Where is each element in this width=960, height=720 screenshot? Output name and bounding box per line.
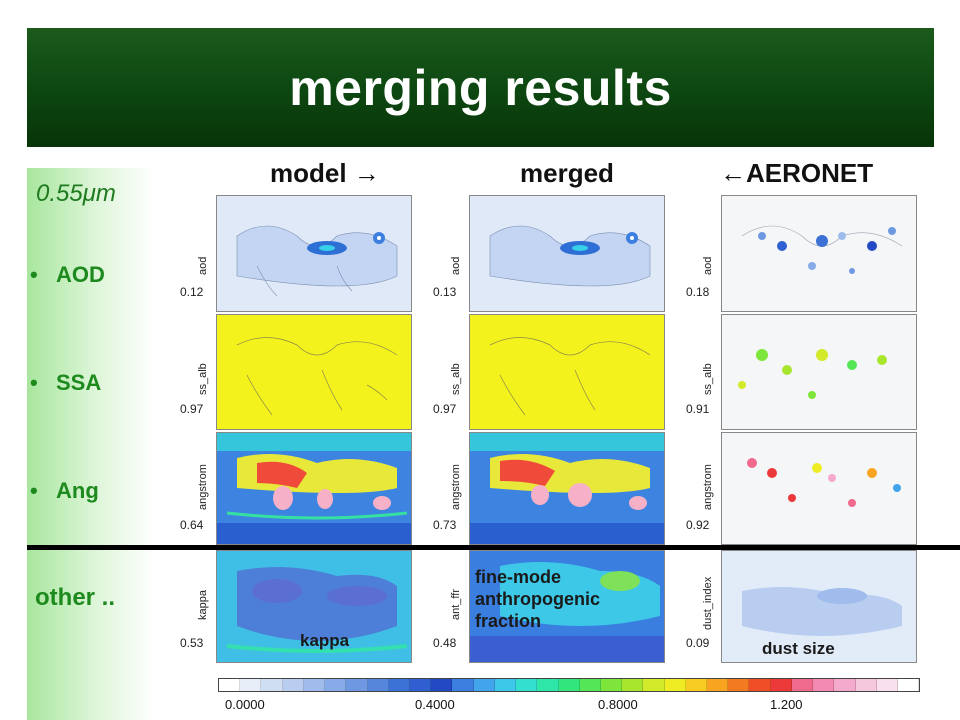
- row-label-dust-index: dust_index: [702, 576, 714, 630]
- map-merged-antffr: [469, 550, 665, 663]
- colorbar-swatch: [643, 679, 665, 691]
- min-value: 0.53: [180, 636, 204, 650]
- colorbar-swatch: [685, 679, 708, 691]
- colorbar-tick: 0.8000: [598, 697, 638, 712]
- slide-title: merging results: [289, 59, 672, 116]
- row-label-ssa-aeronet: ss_alb: [702, 363, 714, 395]
- colorbar-swatch: [409, 679, 432, 691]
- colorbar: [218, 678, 920, 692]
- note-dust-size: dust size: [762, 639, 835, 658]
- colorbar-swatch: [834, 679, 856, 691]
- colorbar-swatch: [813, 679, 835, 691]
- colorbar-swatch: [346, 679, 368, 691]
- colorbar-swatch: [303, 679, 326, 691]
- min-value: 0.73: [433, 518, 457, 532]
- map-aeronet-ang: [721, 432, 917, 545]
- divider-line: [27, 545, 960, 550]
- other-label: other ..: [35, 584, 116, 611]
- map-model-ssa: [216, 314, 412, 430]
- colorbar-swatch: [219, 679, 241, 691]
- colorbar-swatch: [452, 679, 474, 691]
- colorbar-swatch: [325, 679, 347, 691]
- min-value: 0.64: [180, 518, 204, 532]
- column-header-model: model →: [270, 158, 380, 188]
- map-model-ang: [216, 432, 412, 545]
- row-label-ang-merged: angstrom: [450, 464, 462, 510]
- colorbar-swatch: [494, 679, 517, 691]
- map-aeronet-ssa: [721, 314, 917, 430]
- row-label-ssa-model: ss_alb: [197, 363, 209, 395]
- colorbar-swatch: [240, 679, 262, 691]
- colorbar-swatch: [855, 679, 877, 691]
- colorbar-swatch: [388, 679, 410, 691]
- row-label-kappa: kappa: [197, 590, 209, 620]
- bullet-ang: • Ang: [30, 478, 99, 503]
- note-line: fraction: [475, 611, 542, 631]
- colorbar-swatch: [579, 679, 601, 691]
- colorbar-tick: 1.200: [770, 697, 803, 712]
- colorbar-swatch: [537, 679, 559, 691]
- map-aeronet-dust: [721, 550, 917, 663]
- min-value: 0.12: [180, 285, 204, 299]
- colorbar-swatch: [367, 679, 389, 691]
- map-merged-ang: [469, 432, 665, 545]
- colorbar-swatch: [431, 679, 453, 691]
- colorbar-swatch: [791, 679, 814, 691]
- min-value: 0.91: [686, 402, 710, 416]
- left-panel: [27, 168, 155, 720]
- colorbar-swatch: [770, 679, 792, 691]
- colorbar-tick: 0.0000: [225, 697, 265, 712]
- map-model-aod: [216, 195, 412, 312]
- min-value: 0.97: [433, 402, 457, 416]
- column-header-merged: merged: [520, 158, 614, 188]
- wavelength-label: 0.55μm: [36, 180, 116, 207]
- map-model-kappa: [216, 550, 412, 663]
- title-bar: merging results: [27, 28, 934, 147]
- row-label-ssa-merged: ss_alb: [450, 363, 462, 395]
- colorbar-swatch: [261, 679, 283, 691]
- colorbar-swatch: [473, 679, 495, 691]
- colorbar-tick: 0.4000: [415, 697, 455, 712]
- note-line: fine-mode: [475, 567, 562, 587]
- colorbar-swatch: [600, 679, 623, 691]
- colorbar-swatch: [558, 679, 580, 691]
- row-label-ang-aeronet: angstrom: [702, 464, 714, 510]
- colorbar-swatch: [516, 679, 538, 691]
- column-header-aeronet: ←AERONET: [720, 158, 874, 188]
- min-value: 0.09: [686, 636, 710, 650]
- min-value: 0.48: [433, 636, 457, 650]
- row-label-antffr: ant_ffr: [450, 589, 462, 620]
- map-merged-ssa: [469, 314, 665, 430]
- colorbar-swatch: [622, 679, 644, 691]
- bullet-ssa: • SSA: [30, 370, 102, 395]
- row-label-aod-model: aod: [197, 256, 209, 275]
- colorbar-swatch: [749, 679, 771, 691]
- colorbar-swatch: [898, 679, 920, 691]
- colorbar-swatch: [282, 679, 304, 691]
- row-label-ang-model: angstrom: [197, 464, 209, 510]
- min-value: 0.92: [686, 518, 710, 532]
- min-value: 0.13: [433, 285, 457, 299]
- note-fine-mode: fine-mode anthropogenic fraction: [475, 566, 600, 632]
- colorbar-swatch: [664, 679, 686, 691]
- colorbar-swatch: [876, 679, 898, 691]
- colorbar-swatch: [707, 679, 729, 691]
- note-line: anthropogenic: [475, 589, 600, 609]
- note-kappa: kappa: [300, 631, 350, 650]
- bullet-aod: • AOD: [30, 262, 105, 287]
- row-label-aod-merged: aod: [450, 256, 462, 275]
- map-merged-aod: [469, 195, 665, 312]
- row-label-aod-aeronet: aod: [702, 256, 714, 275]
- colorbar-swatch: [728, 679, 750, 691]
- min-value: 0.18: [686, 285, 710, 299]
- min-value: 0.97: [180, 402, 204, 416]
- map-aeronet-aod: [721, 195, 917, 312]
